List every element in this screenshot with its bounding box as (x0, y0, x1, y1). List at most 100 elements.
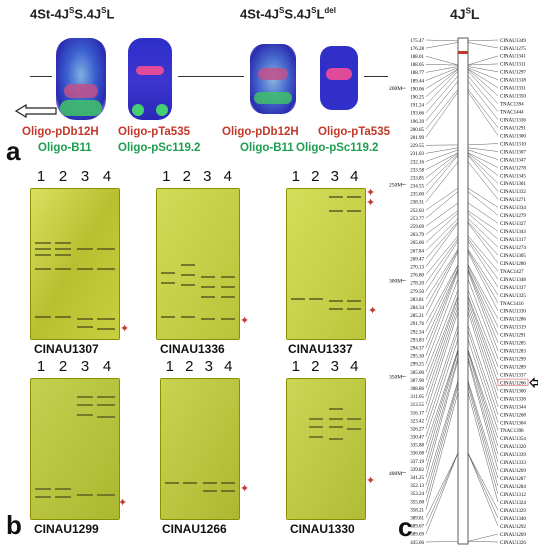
map-position-label: 330.47 (410, 436, 424, 441)
map-marker-label: CINAU1268 (500, 413, 526, 418)
map-connector-left (425, 349, 459, 453)
map-position-label: 270.13 (410, 266, 424, 271)
band-marker-star: ✦ (368, 305, 378, 317)
map-connector-right (467, 392, 499, 503)
map-marker-label: CINAU1347 (500, 158, 526, 163)
map-position-label: 191.24 (410, 104, 424, 109)
map-position-label: 190.06 (410, 87, 424, 92)
map-connector-left (425, 452, 459, 534)
map-marker-label: CINAU1326 (500, 541, 526, 546)
map-marker-label: TNAC1394 (500, 103, 524, 108)
map-connector-left (425, 155, 459, 194)
map-marker-label: CINAU1301 (500, 182, 526, 187)
map-connector-left (425, 330, 459, 429)
map-connector-right (467, 42, 499, 49)
map-connector-right (467, 75, 499, 112)
map-connector-right (467, 143, 499, 146)
map-connector-left (425, 382, 459, 494)
map-connector-left (425, 218, 459, 251)
map-connector-right (467, 278, 499, 359)
map-marker-label: CINAU1299 (500, 358, 526, 363)
map-connector-left (425, 153, 459, 178)
map-marker-label: CINAU1279 (500, 214, 526, 219)
map-position-label: 189.44 (410, 79, 424, 84)
map-connector-left (425, 191, 459, 219)
gel-image-5 (160, 378, 240, 520)
band-marker-star: ✦ (240, 315, 250, 327)
map-connector-left (425, 56, 459, 66)
map-marker-label: CINAU1286 (500, 318, 526, 323)
map-position-label: 233.58 (410, 168, 424, 173)
map-connector-right (467, 191, 499, 216)
map-connector-left (425, 69, 459, 97)
map-position-label: 267.84 (410, 249, 424, 254)
map-marker-label: CINAU1278 (500, 166, 526, 171)
panel-a-title-right: 4St-4JSS.4JSLdel (240, 6, 336, 22)
map-position-label: 339.82 (410, 468, 424, 473)
map-connector-right (467, 91, 499, 136)
map-position-label: 284.34 (410, 306, 424, 311)
panel-c-title: 4JSL (450, 6, 480, 22)
map-connector-right (467, 338, 499, 431)
map-connector-right (467, 218, 499, 248)
map-position-label: 293.83 (410, 338, 424, 343)
map-connector-left (425, 154, 459, 186)
map-connector-left (425, 392, 459, 510)
map-connector-left (425, 42, 459, 49)
map-marker-label: CINAU1275 (500, 47, 526, 52)
map-marker-label: TNAC1416 (500, 302, 524, 307)
map-connector-left (425, 356, 459, 470)
scale-mark-label: 300M (389, 278, 402, 284)
map-position-label: 389.67 (410, 525, 424, 530)
map-connector-right (467, 55, 499, 66)
probe-label-red: Oligo-pTa535 (118, 126, 190, 138)
map-connector-right (467, 81, 499, 120)
map-position-label: 308.86 (410, 387, 424, 392)
map-marker-label: CINAU1325 (500, 294, 526, 299)
map-marker-label: CINAU1332 (500, 190, 526, 195)
map-marker-label: CINAU1350 (500, 95, 526, 100)
map-connector-left (425, 71, 459, 105)
map-position-label: 294.37 (410, 346, 424, 351)
map-connector-left (425, 271, 459, 356)
map-connector-left (425, 64, 459, 66)
map-marker-label: CINAU1345 (500, 174, 526, 179)
map-connector-left (425, 541, 459, 543)
map-connector-right (467, 452, 499, 527)
map-connector-left (425, 91, 459, 138)
map-connector-left (425, 325, 459, 421)
map-position-label: 389.69 (410, 533, 424, 538)
map-position-label: 283.81 (410, 298, 424, 303)
map-connector-left (425, 306, 459, 405)
panel-letter-b: b (6, 510, 22, 540)
map-position-label: 269.47 (410, 257, 424, 262)
map-connector-right (467, 251, 499, 312)
map-position-label: 201.99 (410, 136, 424, 141)
map-connector-right (467, 264, 499, 319)
gel-marker-name: CINAU1299 (34, 522, 99, 536)
map-connector-right (467, 452, 499, 519)
gel-image-3 (286, 188, 366, 340)
map-marker-label: CINAU1336 (500, 118, 526, 123)
map-connector-left (425, 264, 459, 324)
map-marker-label: CINAU1329 (500, 509, 526, 514)
map-connector-left (425, 265, 459, 332)
chromosome-bar (457, 37, 469, 545)
map-connector-right (467, 187, 499, 208)
map-connector-right (467, 71, 499, 104)
map-position-label: 253.77 (410, 217, 424, 222)
map-marker-label: CINAU1305 (500, 254, 526, 259)
probe-label-red: Oligo-pTa535 (318, 126, 390, 138)
map-connector-right (467, 152, 499, 168)
map-marker-label: CINAU1344 (500, 405, 526, 410)
map-connector-right (467, 541, 499, 543)
map-connector-right (467, 301, 499, 391)
map-connector-right (467, 68, 499, 88)
map-position-label: 291.76 (410, 322, 424, 327)
map-connector-right (467, 222, 499, 264)
map-connector-left (425, 268, 459, 340)
map-marker-label: CINAU1300 (500, 134, 526, 139)
map-marker-label: CINAU1280 (500, 262, 526, 267)
